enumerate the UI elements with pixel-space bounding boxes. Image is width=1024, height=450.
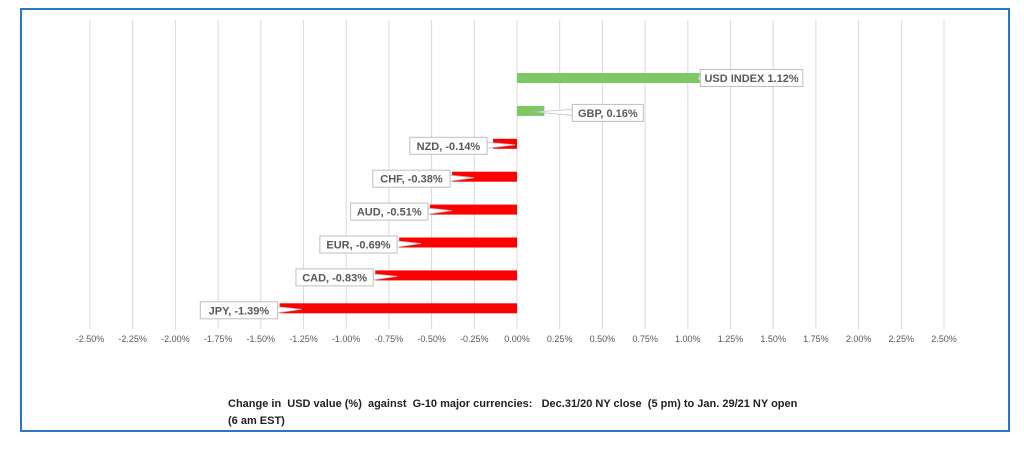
x-tick-label: 1.25% <box>718 334 744 344</box>
data-label-box <box>199 301 279 320</box>
chart-caption: Change in USD value (%) against G-10 maj… <box>228 396 928 430</box>
x-tick-label: 0.75% <box>632 334 658 344</box>
x-tick-label: 1.50% <box>760 334 786 344</box>
x-tick-label: -2.50% <box>76 334 105 344</box>
x-tick-label: 2.25% <box>889 334 915 344</box>
data-label-box <box>295 268 374 287</box>
x-tick-label: -1.00% <box>332 334 361 344</box>
data-label: NZD, -0.14% <box>417 141 481 153</box>
data-label-box <box>699 69 804 87</box>
caption-line-2: (6 am EST) <box>228 415 285 427</box>
x-tick-label: -1.25% <box>289 334 318 344</box>
data-label-box <box>319 235 398 254</box>
x-tick-label: 0.50% <box>590 334 616 344</box>
data-label: JPY, -1.39% <box>209 305 270 317</box>
bar-cad <box>375 270 517 281</box>
bar-eur <box>399 237 517 248</box>
x-tick-label: -0.50% <box>417 334 446 344</box>
x-tick-label: -0.75% <box>375 334 404 344</box>
data-label: CHF, -0.38% <box>380 174 443 186</box>
bar-gbp <box>517 105 545 116</box>
x-tick-label: 0.25% <box>547 334 573 344</box>
x-tick-label: 1.00% <box>675 334 701 344</box>
data-label: USD INDEX 1.12% <box>704 73 798 85</box>
x-tick-label: -0.25% <box>460 334 489 344</box>
data-label: CAD, -0.83% <box>302 272 367 284</box>
bar-usd-index <box>517 73 709 83</box>
caption-line-1: Change in USD value (%) against G-10 maj… <box>228 398 798 410</box>
x-tick-label: 0.00% <box>504 334 530 344</box>
data-label-box <box>571 103 644 122</box>
data-label: AUD, -0.51% <box>357 207 422 219</box>
bar-chf <box>452 171 517 182</box>
x-tick-label: -2.00% <box>161 334 190 344</box>
x-tick-label: 2.00% <box>846 334 872 344</box>
data-label-box <box>350 202 429 221</box>
data-label-box <box>409 136 488 155</box>
x-tick-label: -2.25% <box>118 334 147 344</box>
data-label-box <box>372 169 451 188</box>
bar-jpy <box>279 303 517 314</box>
bar-aud <box>429 204 517 215</box>
chart-frame <box>20 8 1010 432</box>
x-tick-label: 2.50% <box>931 334 957 344</box>
x-tick-label: -1.75% <box>204 334 233 344</box>
data-label: EUR, -0.69% <box>326 240 390 252</box>
x-tick-label: 1.75% <box>803 334 829 344</box>
x-tick-label: -1.50% <box>247 334 276 344</box>
data-label: GBP, 0.16% <box>578 108 638 120</box>
